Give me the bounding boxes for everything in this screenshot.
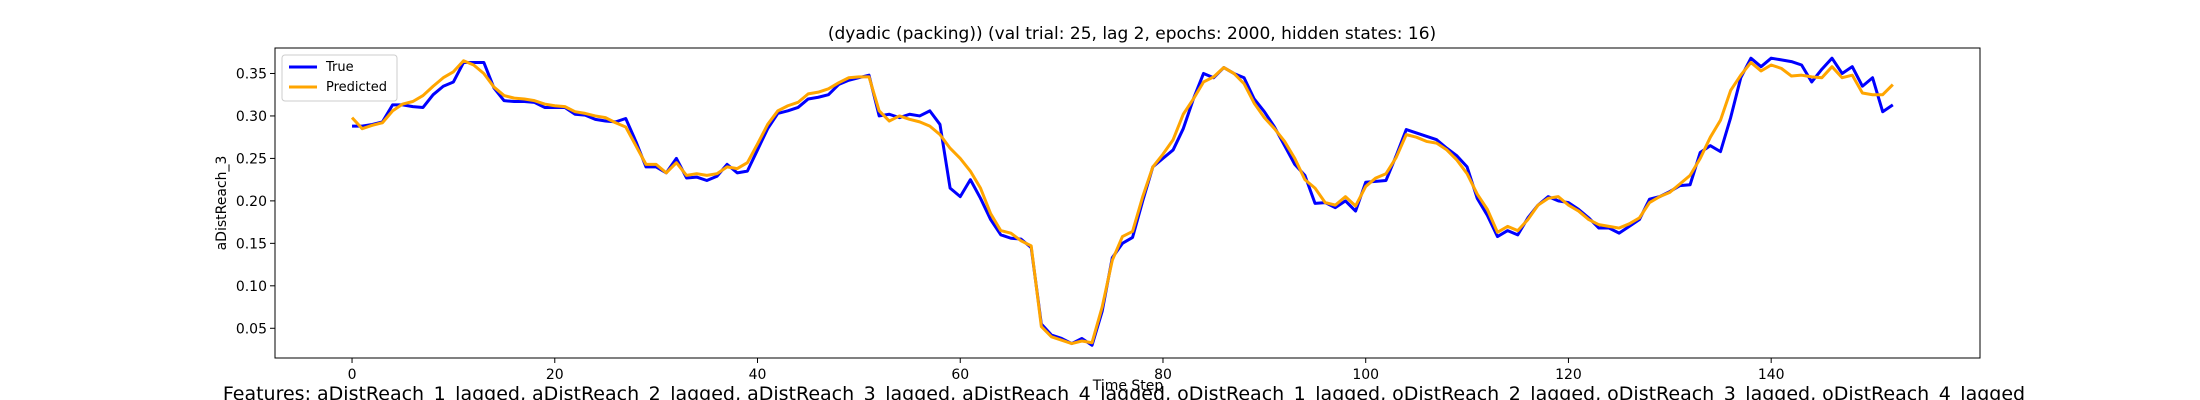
series-line-true [352, 56, 1894, 347]
plot-area: 0 20 40 60 80 100 120 140 0.050.100.150.200.250… [236, 47, 1981, 383]
x-tick-label: 20 [546, 367, 564, 383]
legend-label-true: True [325, 60, 354, 75]
y-tick-label: 0.35 [236, 66, 267, 82]
legend: True Predicted [281, 54, 398, 102]
x-axis-label: Time Step [1092, 378, 1164, 394]
y-tick-label: 0.30 [236, 109, 267, 125]
plot-frame [274, 47, 1981, 359]
x-tick-label: 0 [348, 367, 357, 383]
y-tick-label: 0.15 [236, 236, 267, 252]
y-tick-label: 0.05 [236, 321, 267, 337]
x-axis-ticks: 0 20 40 60 80 100 120 140 [348, 358, 1785, 383]
x-tick-label: 140 [1758, 367, 1785, 383]
x-tick-label: 100 [1352, 367, 1379, 383]
y-tick-label: 0.20 [236, 194, 267, 210]
legend-label-predicted: Predicted [326, 80, 387, 95]
y-axis-ticks: 0.05 0.10 0.15 0.20 0.25 0.30 0.35 [236, 66, 275, 337]
y-tick-label: 0.10 [236, 279, 267, 295]
x-tick-label: 40 [749, 367, 767, 383]
series-layer [350, 56, 1894, 347]
y-axis-label: aDistReach_3 [214, 156, 230, 251]
series-line-predicted [350, 59, 1894, 346]
x-tick-label: 120 [1555, 367, 1582, 383]
x-tick-label: 80 [1154, 367, 1172, 383]
x-tick-label: 60 [951, 367, 969, 383]
chart-title: (dyadic (packing)) (val trial: 25, lag 2… [828, 24, 1436, 44]
y-tick-label: 0.25 [236, 151, 267, 167]
features-caption: Features: aDistReach_1_lagged, aDistReac… [223, 383, 2025, 400]
